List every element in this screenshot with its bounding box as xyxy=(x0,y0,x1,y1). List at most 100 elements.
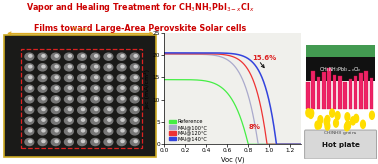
Bar xyxy=(364,71,368,109)
Circle shape xyxy=(38,53,47,60)
Circle shape xyxy=(121,76,124,79)
Text: 15.6%: 15.6% xyxy=(253,55,277,62)
Bar xyxy=(306,82,310,109)
Circle shape xyxy=(91,117,100,124)
Circle shape xyxy=(51,138,60,146)
Circle shape xyxy=(51,64,60,71)
Bar xyxy=(343,82,347,109)
Bar xyxy=(21,49,141,148)
Circle shape xyxy=(68,55,71,57)
Circle shape xyxy=(91,85,100,92)
Circle shape xyxy=(130,128,139,135)
Circle shape xyxy=(108,76,111,79)
Bar xyxy=(349,79,352,109)
Circle shape xyxy=(29,55,32,57)
Circle shape xyxy=(104,138,113,146)
Circle shape xyxy=(29,108,32,111)
Circle shape xyxy=(91,106,100,113)
Circle shape xyxy=(334,119,338,127)
Circle shape xyxy=(91,96,100,103)
Circle shape xyxy=(25,96,34,103)
Circle shape xyxy=(65,53,73,60)
Circle shape xyxy=(94,129,98,132)
Bar xyxy=(338,76,341,109)
Circle shape xyxy=(81,76,85,79)
Circle shape xyxy=(25,117,34,124)
Circle shape xyxy=(25,53,34,60)
Circle shape xyxy=(65,117,73,124)
Circle shape xyxy=(318,116,323,124)
Circle shape xyxy=(55,108,58,111)
Circle shape xyxy=(117,64,126,71)
Circle shape xyxy=(117,128,126,135)
Circle shape xyxy=(51,53,60,60)
Text: 8%: 8% xyxy=(248,124,260,130)
Circle shape xyxy=(130,138,139,146)
Circle shape xyxy=(94,76,98,79)
Y-axis label: Jsc (mA/cm²): Jsc (mA/cm²) xyxy=(144,69,150,109)
Circle shape xyxy=(94,55,98,57)
Circle shape xyxy=(91,53,100,60)
Circle shape xyxy=(315,121,320,129)
Circle shape xyxy=(104,85,113,92)
Legend: Reference, MAI@100°C, MAI@120°C, MAI@140°C: Reference, MAI@100°C, MAI@120°C, MAI@140… xyxy=(168,119,208,142)
Bar xyxy=(327,69,331,109)
Circle shape xyxy=(117,138,126,146)
Circle shape xyxy=(104,53,113,60)
Circle shape xyxy=(38,106,47,113)
Circle shape xyxy=(51,96,60,103)
Bar xyxy=(311,72,315,109)
Circle shape xyxy=(51,128,60,135)
Circle shape xyxy=(104,106,113,113)
Circle shape xyxy=(38,138,47,146)
Circle shape xyxy=(81,55,85,57)
Circle shape xyxy=(121,108,124,111)
Circle shape xyxy=(38,74,47,82)
Circle shape xyxy=(361,120,366,128)
Circle shape xyxy=(117,85,126,92)
Circle shape xyxy=(29,140,32,143)
Circle shape xyxy=(134,108,137,111)
Circle shape xyxy=(121,119,124,121)
Circle shape xyxy=(65,106,73,113)
Circle shape xyxy=(42,65,45,68)
Bar xyxy=(322,72,325,109)
Circle shape xyxy=(77,53,87,60)
Circle shape xyxy=(94,119,98,121)
Circle shape xyxy=(346,121,350,129)
Circle shape xyxy=(121,55,124,57)
Circle shape xyxy=(77,128,87,135)
Circle shape xyxy=(94,108,98,111)
Circle shape xyxy=(65,128,73,135)
Circle shape xyxy=(81,108,85,111)
FancyBboxPatch shape xyxy=(305,130,376,159)
Circle shape xyxy=(81,65,85,68)
Circle shape xyxy=(354,114,359,123)
Circle shape xyxy=(65,138,73,146)
Circle shape xyxy=(77,74,87,82)
Circle shape xyxy=(134,129,137,132)
Circle shape xyxy=(77,106,87,113)
Circle shape xyxy=(65,64,73,71)
Circle shape xyxy=(344,123,349,131)
Circle shape xyxy=(77,96,87,103)
Circle shape xyxy=(330,109,335,117)
Circle shape xyxy=(134,140,137,143)
Circle shape xyxy=(134,97,137,100)
Circle shape xyxy=(38,117,47,124)
Circle shape xyxy=(104,117,113,124)
Text: CH$_3$NH$_3$I grains: CH$_3$NH$_3$I grains xyxy=(323,129,358,137)
Circle shape xyxy=(117,96,126,103)
Circle shape xyxy=(91,128,100,135)
Circle shape xyxy=(38,64,47,71)
Circle shape xyxy=(104,64,113,71)
Circle shape xyxy=(51,85,60,92)
Circle shape xyxy=(108,108,111,111)
Circle shape xyxy=(91,64,100,71)
Text: Hot plate: Hot plate xyxy=(322,142,359,148)
Circle shape xyxy=(108,119,111,121)
Circle shape xyxy=(25,128,34,135)
Circle shape xyxy=(81,140,85,143)
Circle shape xyxy=(68,76,71,79)
Text: CH$_3$NH$_3$PbI$_{3-x}$Cl$_x$: CH$_3$NH$_3$PbI$_{3-x}$Cl$_x$ xyxy=(319,65,362,74)
